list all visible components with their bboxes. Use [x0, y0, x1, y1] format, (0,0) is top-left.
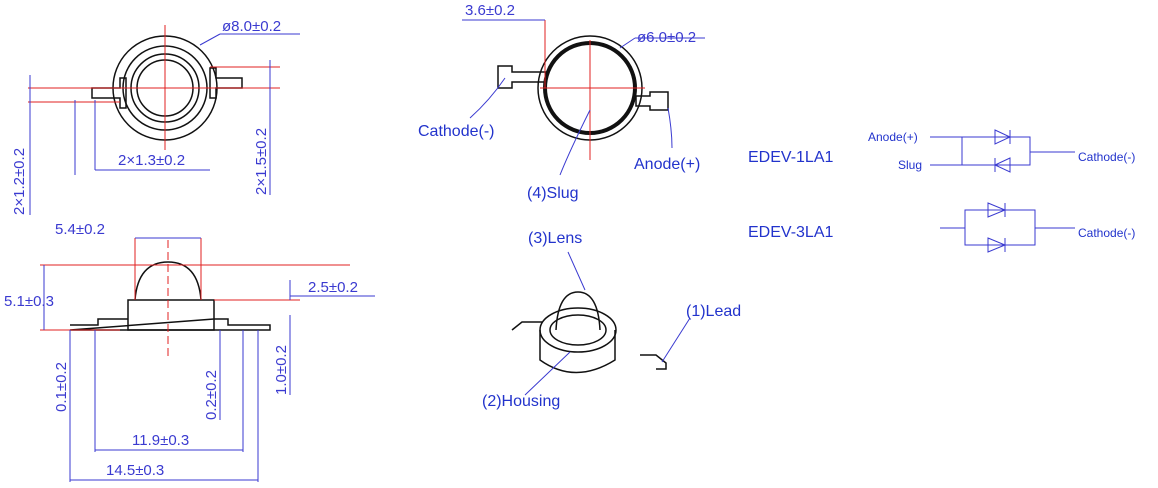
- lens: [556, 292, 600, 330]
- side-view: 5.4±0.2 5.1±0.3 2.5±0.2 0.1±0.2 0.2±0.2 …: [4, 221, 375, 482]
- label: Cathode(-): [418, 123, 494, 140]
- dim-text: 0.1±0.2: [53, 362, 70, 412]
- pin-label: Cathode(-): [1078, 226, 1135, 240]
- dim-text: 2.5±0.2: [308, 279, 358, 296]
- model: EDEV-3LA1: [748, 224, 833, 241]
- circuit-1: [930, 130, 1075, 172]
- dim-text: 14.5±0.3: [106, 462, 164, 479]
- leads: [512, 322, 666, 369]
- pin-label: Cathode(-): [1078, 150, 1135, 164]
- body: [128, 300, 214, 330]
- dim-text: 2×1.2±0.2: [11, 148, 28, 215]
- drawing: ø8.0±0.2 2×1.3±0.2 2×1.2±0.2 2×1.5±0.2 3…: [0, 0, 1158, 488]
- dim-text: 2×1.3±0.2: [118, 152, 185, 169]
- label: (1)Lead: [686, 303, 741, 320]
- dim-text: 3.6±0.2: [465, 2, 515, 19]
- dim-text: 1.0±0.2: [273, 345, 290, 395]
- dim-text: 5.4±0.2: [55, 221, 105, 238]
- pin-label: Anode(+): [868, 130, 918, 144]
- label: (3)Lens: [528, 230, 582, 247]
- label: (4)Slug: [527, 185, 579, 202]
- dim-text: 2×1.5±0.2: [253, 128, 270, 195]
- ring: [550, 315, 606, 345]
- bottom-view: 3.6±0.2 ø6.0±0.2 Cathode(-) Anode(+) (4)…: [418, 2, 705, 202]
- leads: [70, 319, 270, 330]
- dim-text: ø6.0±0.2: [637, 29, 696, 46]
- label: Anode(+): [634, 156, 700, 173]
- dim-text: 11.9±0.3: [132, 432, 189, 449]
- model: EDEV-1LA1: [748, 149, 833, 166]
- dim-text: 0.2±0.2: [203, 370, 220, 420]
- perspective-view: (3)Lens (1)Lead (2)Housing: [482, 230, 741, 410]
- circuits: EDEV-1LA1 Anode(+) Slug Cathode(-) EDEV-…: [748, 130, 1135, 252]
- top-view: ø8.0±0.2 2×1.3±0.2 2×1.2±0.2 2×1.5±0.2: [11, 18, 300, 215]
- circuit-2: [940, 203, 1075, 252]
- label: (2)Housing: [482, 393, 560, 410]
- pin-label: Slug: [898, 158, 922, 172]
- dim-text: 5.1±0.3: [4, 293, 54, 310]
- leader: [525, 252, 690, 395]
- leader: [200, 34, 220, 45]
- dim-text: ø8.0±0.2: [222, 18, 281, 35]
- leader: [620, 38, 635, 48]
